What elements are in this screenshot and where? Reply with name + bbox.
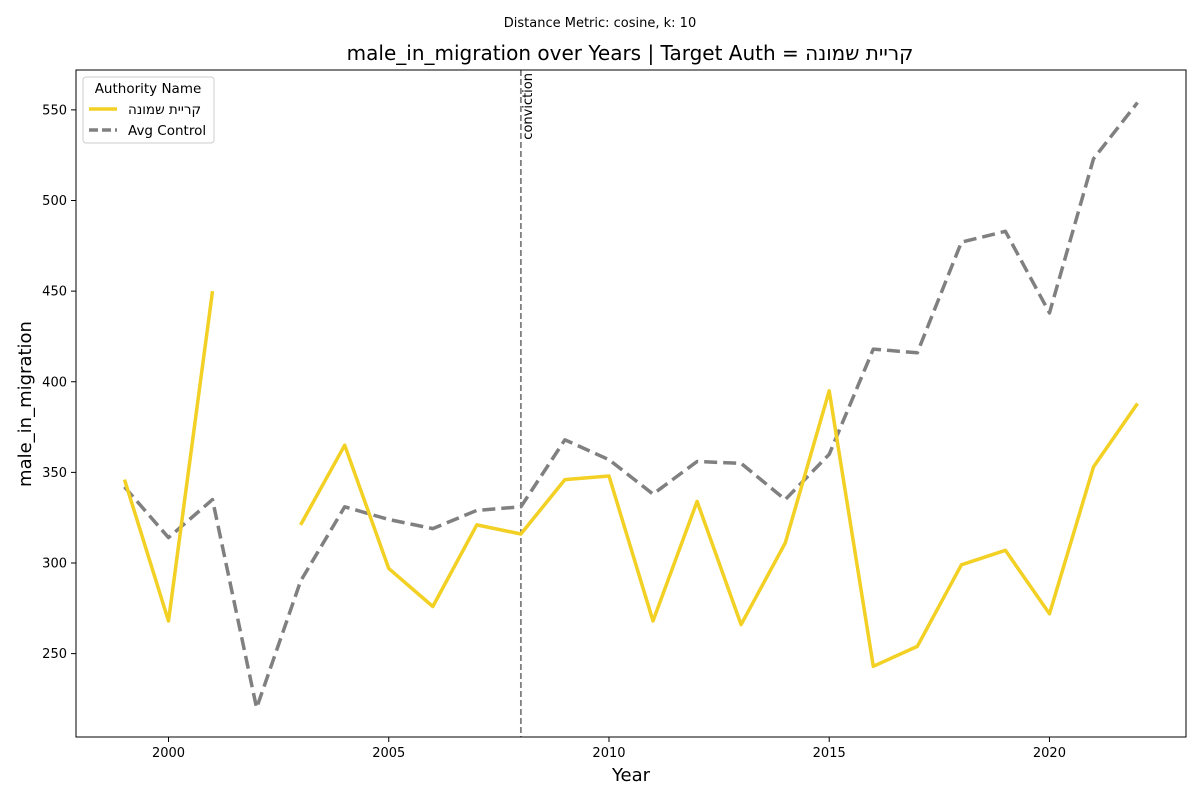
- plot-frame: [75, 69, 1187, 738]
- x-tick-label-1: 2005: [372, 746, 405, 761]
- y-tick-label-3: 400: [42, 375, 67, 390]
- series-0-line-segment-1: [299, 389, 1139, 669]
- y-axis-label: male_in_migration: [15, 321, 36, 487]
- legend-box: [82, 76, 215, 144]
- chart-suptitle: Distance Metric: cosine, k: 10: [504, 16, 696, 31]
- annotation-label-0: conviction: [521, 73, 536, 140]
- y-tick-label-4: 450: [42, 285, 67, 300]
- legend-label-series-0: קריית שמונה: [128, 102, 201, 118]
- y-tick-label-0: 250: [42, 647, 67, 662]
- x-axis-label: Year: [611, 765, 651, 786]
- x-tick-label-2: 2010: [592, 746, 625, 761]
- series-layer: [122, 101, 1139, 710]
- x-tick-label-3: 2015: [813, 746, 846, 761]
- y-tick-label-5: 500: [42, 194, 67, 209]
- y-tick-label-1: 300: [42, 557, 67, 572]
- annotations: conviction: [519, 70, 536, 737]
- chart-title: male_in_migration over Years | Target Au…: [347, 41, 914, 65]
- y-tick-label-6: 550: [42, 103, 67, 118]
- y-axis: 250 300 350 400 450 500 550: [42, 103, 76, 662]
- y-tick-label-2: 350: [42, 466, 67, 481]
- legend-label-series-1: Avg Control: [128, 123, 206, 139]
- plot-area: conviction: [75, 69, 1187, 738]
- legend: Authority Name קריית שמונה Avg Control: [82, 76, 215, 144]
- x-tick-label-4: 2020: [1033, 746, 1066, 761]
- x-tick-label-0: 2000: [152, 746, 185, 761]
- x-axis: 2000 2005 2010 2015 2020: [152, 737, 1066, 761]
- series-1-line-segment-0: [123, 101, 1139, 710]
- legend-title: Authority Name: [95, 81, 202, 97]
- series-0-line-segment-0: [122, 290, 215, 623]
